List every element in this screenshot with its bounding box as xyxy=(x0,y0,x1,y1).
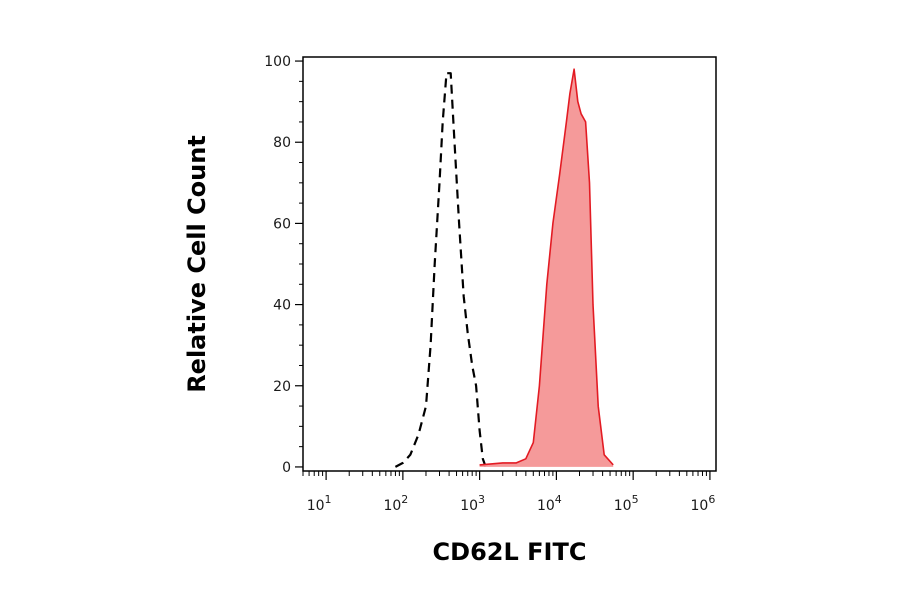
y-axis-title: Relative Cell Count xyxy=(183,135,211,393)
series-1-line xyxy=(479,68,614,466)
x-tick-label: 106 xyxy=(691,493,716,514)
x-tick-label: 104 xyxy=(537,493,562,514)
x-axis-title: CD62L FITC xyxy=(433,538,587,566)
y-tick-label: 40 xyxy=(273,298,291,314)
y-tick-label: 60 xyxy=(273,216,291,232)
x-tick-label: 101 xyxy=(307,493,332,514)
series-layer xyxy=(394,68,614,468)
y-tick-label: 80 xyxy=(273,135,291,151)
series-1-fill xyxy=(479,69,614,467)
x-tick-label: 103 xyxy=(460,493,485,514)
x-tick-label: 105 xyxy=(614,493,639,514)
y-tick-label: 100 xyxy=(264,54,291,70)
axes-layer: 0 20 40 60 80 100 101 102 103 104 105 106 xyxy=(264,54,715,514)
series-0-line xyxy=(394,72,487,468)
plot-frame xyxy=(302,56,717,472)
x-tick-label: 102 xyxy=(383,493,408,514)
y-tick-label: 20 xyxy=(273,379,291,395)
y-tick-label: 0 xyxy=(282,460,291,476)
